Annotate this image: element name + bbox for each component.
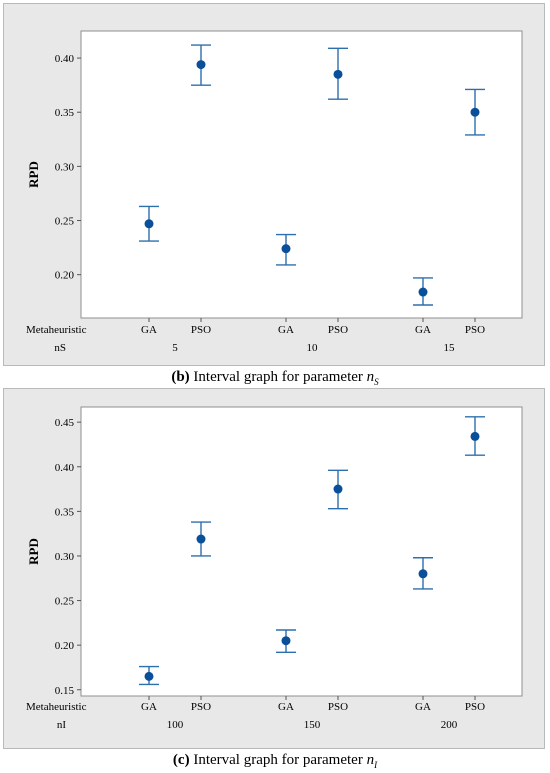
mean-point: [144, 671, 154, 681]
caption-b-text: Interval graph for parameter: [193, 369, 363, 385]
y-axis-label: RPD: [26, 538, 41, 565]
y-tick-label: 0.35: [55, 506, 75, 518]
y-tick-label: 0.30: [55, 551, 75, 563]
x-category-label: GA: [415, 701, 431, 713]
chart-panel-c: 0.15 0.20 0.25 0.30 0.35 0.40 0.45 RPD Metaheuri…: [3, 388, 545, 749]
x-category-label: GA: [141, 324, 157, 336]
y-tick-label: 0.30: [55, 161, 75, 173]
x-category-label: PSO: [191, 701, 211, 713]
y-tick-label: 0.45: [55, 417, 75, 429]
caption-c-text: Interval graph for parameter: [193, 752, 363, 768]
x-category-label: PSO: [328, 701, 348, 713]
x-category-label: PSO: [465, 324, 485, 336]
mean-point: [418, 287, 428, 297]
caption-b-subscript: S: [374, 377, 379, 387]
y-tick-label: 0.25: [55, 216, 75, 228]
x-group-label: 150: [304, 719, 321, 731]
x-group-label: 5: [172, 342, 178, 354]
x-group-label: 100: [167, 719, 184, 731]
x-category-label: PSO: [191, 324, 211, 336]
plot-area: [80, 30, 523, 319]
y-tick-label: 0.15: [55, 685, 75, 697]
y-tick-label: 0.40: [55, 462, 75, 474]
caption-c-symbol: n: [366, 752, 375, 768]
mean-point: [144, 219, 154, 229]
factor-label-metaheuristic: Metaheuristic: [26, 701, 87, 713]
x-category-label: PSO: [465, 701, 485, 713]
y-tick-label: 0.20: [55, 270, 75, 282]
interval-chart-ni: 0.15 0.20 0.25 0.30 0.35 0.40 0.45 RPD Metaheuri…: [26, 406, 523, 731]
y-axis-label: RPD: [26, 161, 41, 188]
x-category-label: GA: [141, 701, 157, 713]
caption-c-subscript: I: [374, 760, 378, 770]
caption-b-letter: (b): [171, 369, 190, 385]
x-group-label: 200: [441, 719, 458, 731]
mean-point: [281, 636, 291, 646]
mean-point: [418, 569, 428, 579]
factor-label-parameter: nS: [54, 342, 66, 354]
y-tick-label: 0.35: [55, 107, 75, 119]
factor-label-metaheuristic: Metaheuristic: [26, 324, 87, 336]
mean-point: [196, 534, 206, 544]
plot-area: [80, 406, 523, 697]
interval-chart-ns: 0.20 0.25 0.30 0.35 0.40 RPD Metaheuristic nS GA…: [26, 30, 523, 354]
x-category-label: GA: [415, 324, 431, 336]
mean-point: [281, 244, 291, 254]
y-tick-label: 0.25: [55, 596, 75, 608]
y-tick-label: 0.40: [55, 53, 75, 65]
chart-panel-b: 0.20 0.25 0.30 0.35 0.40 RPD Metaheuristic nS GA…: [3, 3, 545, 366]
y-tick-label: 0.20: [55, 640, 75, 652]
x-group-label: 10: [307, 342, 319, 354]
mean-point: [333, 484, 343, 494]
x-category-label: GA: [278, 324, 294, 336]
mean-point: [196, 60, 206, 70]
x-category-label: GA: [278, 701, 294, 713]
caption-c-letter: (c): [172, 752, 190, 768]
mean-point: [470, 107, 480, 117]
mean-point: [470, 431, 480, 441]
caption-c: (c) Interval graph for parameter nI: [0, 752, 550, 770]
mean-point: [333, 69, 343, 79]
x-category-label: PSO: [328, 324, 348, 336]
caption-b-symbol: n: [366, 369, 375, 385]
x-group-label: 15: [444, 342, 456, 354]
factor-label-parameter: nI: [57, 719, 67, 731]
caption-b: (b) Interval graph for parameter nS: [0, 369, 550, 387]
